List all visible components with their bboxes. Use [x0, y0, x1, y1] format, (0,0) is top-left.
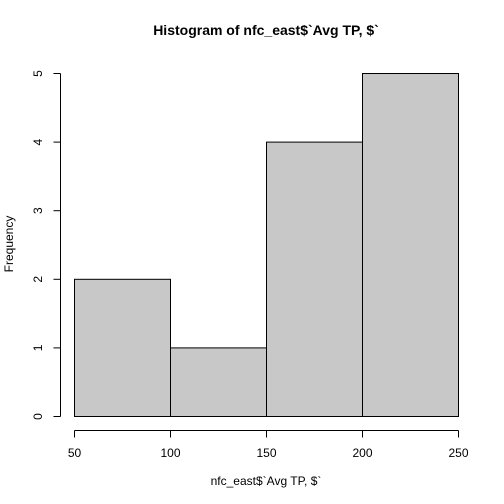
x-axis-label: nfc_east$`Avg TP, $` [211, 474, 322, 488]
y-tick-label: 3 [31, 207, 45, 214]
histogram-bar-3 [266, 141, 363, 417]
y-tick-label: 2 [31, 276, 45, 283]
y-axis-label: Frequency [2, 216, 16, 273]
y-tick-label: 0 [31, 413, 45, 420]
histogram-bar-1 [74, 278, 171, 417]
bars-group [74, 73, 459, 417]
histogram-bar-4 [362, 73, 459, 417]
x-tick-label: 150 [256, 446, 276, 460]
x-tick-label: 250 [448, 446, 468, 460]
y-tick-label: 4 [31, 138, 45, 145]
chart-title: Histogram of nfc_east$`Avg TP, $` [153, 22, 379, 38]
y-axis: 0 1 2 3 4 5 [31, 70, 61, 420]
y-tick-label: 1 [31, 344, 45, 351]
x-axis: 50 100 150 200 250 [68, 430, 469, 460]
histogram-bar-2 [170, 347, 267, 417]
x-tick-label: 200 [352, 446, 372, 460]
x-tick-label: 50 [68, 446, 82, 460]
y-tick-label: 5 [31, 70, 45, 77]
x-tick-label: 100 [160, 446, 180, 460]
